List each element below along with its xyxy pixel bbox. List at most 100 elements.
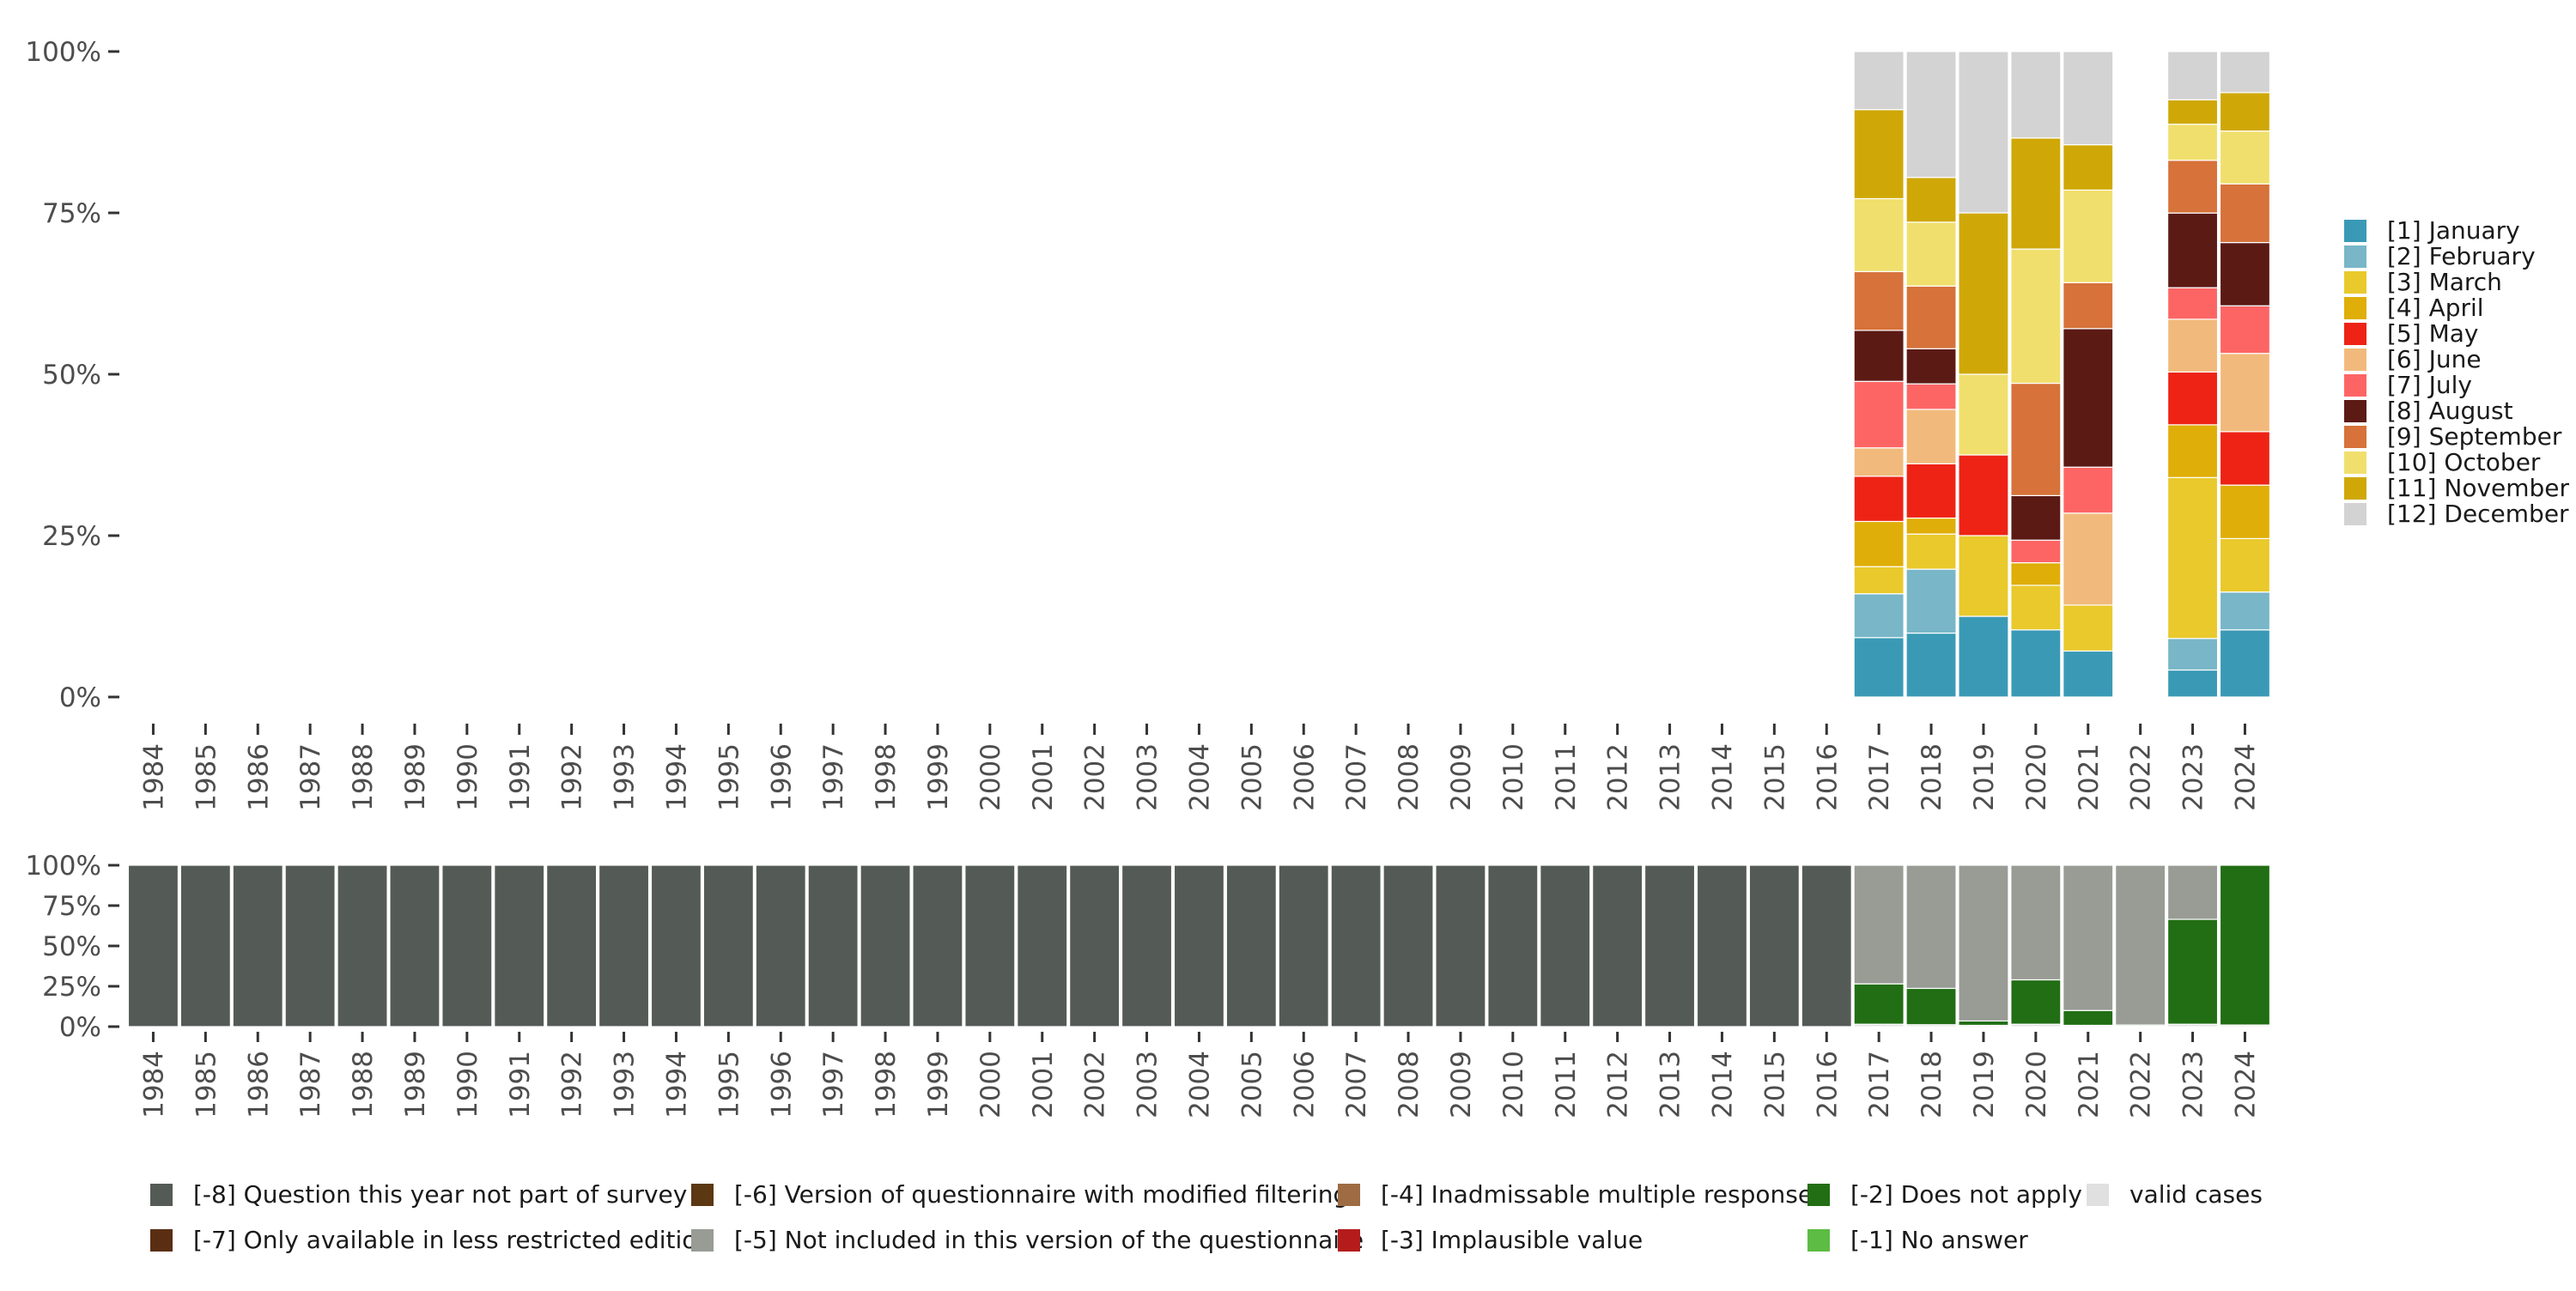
- bar-segment: [964, 864, 1016, 1027]
- bar-segment: [284, 864, 336, 1027]
- bar-segment: [2063, 51, 2114, 146]
- x-tick-label: 1984: [138, 743, 169, 811]
- x-tick-label: 2015: [1759, 743, 1790, 811]
- legend-label: [5] May: [2387, 319, 2478, 348]
- x-tick-label: 2023: [2178, 743, 2209, 811]
- bar-segment: [1905, 348, 1957, 385]
- bar-segment: [389, 864, 440, 1027]
- x-tick-label: 2014: [1707, 1051, 1738, 1118]
- y-tick-label: 25%: [42, 521, 101, 552]
- bar-segment: [2219, 864, 2271, 1026]
- bar-segment: [1853, 109, 1905, 200]
- bar-segment: [2219, 51, 2271, 94]
- bar-segment: [2063, 466, 2114, 514]
- missing-values-chart: 0% 25% 50% 75% 100% 1984 1985 1986 1987 1988 1989 1…: [25, 851, 2271, 1118]
- bar-segment: [1853, 983, 1905, 1025]
- legend-swatch: [1807, 1229, 1830, 1252]
- x-tick-label: 2000: [975, 743, 1006, 811]
- x-tick-label: 2004: [1184, 1051, 1215, 1118]
- bar-segment: [2219, 241, 2271, 306]
- bar-segment: [2166, 918, 2219, 1025]
- x-tick-label: 2018: [1917, 743, 1947, 811]
- legend-label: [-8] Question this year not part of surv…: [193, 1180, 687, 1209]
- legend-swatch: [2344, 323, 2366, 345]
- bar-segment: [2166, 638, 2219, 671]
- legend-label: [6] June: [2387, 345, 2482, 373]
- bar-segment: [2166, 124, 2219, 161]
- bar-segment: [2010, 248, 2062, 385]
- x-tick-label: 2002: [1080, 1051, 1111, 1118]
- bar-segment: [1958, 373, 2009, 456]
- bar-segment: [1958, 864, 2009, 1022]
- bar-segment: [1853, 593, 1905, 639]
- bar-segment: [1958, 51, 2009, 214]
- bar-segment: [2063, 189, 2114, 283]
- x-tick-label: 1987: [295, 1051, 326, 1118]
- legend-swatch: [2087, 1184, 2109, 1206]
- legend-label: [-5] Not included in this version of the…: [734, 1226, 1364, 1254]
- bar-segment: [755, 864, 806, 1027]
- legend-swatch: [2344, 245, 2366, 268]
- legend-label: [9] September: [2387, 422, 2562, 451]
- bar-segment: [1853, 270, 1905, 331]
- x-tick-label: 2004: [1184, 743, 1215, 811]
- bar-segment: [1905, 632, 1957, 698]
- x-tick-label: 1984: [138, 1051, 169, 1118]
- bar-segment: [1801, 864, 1852, 1027]
- legend-label: [2] February: [2387, 242, 2536, 270]
- y-tick-label: 0%: [59, 1012, 101, 1043]
- legend-swatch: [2344, 503, 2366, 525]
- bar-segment: [1905, 987, 1957, 1026]
- bar-segment: [2219, 130, 2271, 185]
- bar-segment: [2166, 51, 2219, 100]
- bar-segment: [2166, 669, 2219, 698]
- bar-segment: [2219, 92, 2271, 132]
- x-tick-label: 2009: [1446, 743, 1477, 811]
- legend-swatch: [2344, 349, 2366, 371]
- x-tick-label: 2019: [1969, 1051, 2000, 1118]
- y-tick-label: 75%: [42, 891, 101, 922]
- missing-values-legend: [-8] Question this year not part of surv…: [150, 1180, 2263, 1254]
- bar-segment: [2010, 382, 2062, 496]
- bar-segment: [1225, 864, 1277, 1027]
- bar-segment: [2063, 604, 2114, 652]
- x-tick-label: 1998: [871, 743, 902, 811]
- bar-segment: [494, 864, 545, 1027]
- x-tick-label: 2011: [1551, 1051, 1582, 1118]
- bar-segment: [1853, 330, 1905, 382]
- bar-segment: [2166, 212, 2219, 288]
- legend-swatch: [2344, 400, 2366, 422]
- legend-label: [8] August: [2387, 397, 2513, 425]
- x-tick-label: 2010: [1498, 743, 1529, 811]
- bar-segment: [1121, 864, 1173, 1027]
- legend-swatch: [2344, 271, 2366, 294]
- legend-swatch: [1338, 1229, 1360, 1252]
- x-tick-label: 2014: [1707, 743, 1738, 811]
- x-tick-label: 1995: [714, 1051, 744, 1118]
- x-tick-label: 1988: [348, 1051, 379, 1118]
- legend-swatch: [2344, 297, 2366, 319]
- x-tick-label: 2009: [1446, 1051, 1477, 1118]
- bar-segment: [2010, 629, 2062, 698]
- bar-segment: [1958, 212, 2009, 375]
- bar-segment: [2063, 144, 2114, 191]
- bar-segment: [2010, 561, 2062, 586]
- bar-segment: [1748, 864, 1800, 1027]
- x-tick-label: 2007: [1341, 1051, 1372, 1118]
- x-tick-label: 1992: [557, 1051, 588, 1118]
- bar-segment: [546, 864, 598, 1027]
- bar-segment: [1853, 51, 1905, 111]
- legend-label: [3] March: [2387, 268, 2502, 296]
- bar-segment: [441, 864, 493, 1027]
- bar-segment: [1173, 864, 1225, 1027]
- x-tick-label: 1999: [923, 1051, 954, 1118]
- x-tick-label: 1985: [191, 1051, 222, 1118]
- x-tick-label: 2013: [1656, 1051, 1686, 1118]
- bar-segment: [2219, 183, 2271, 244]
- x-tick-label: 2008: [1394, 743, 1425, 811]
- bar-segment: [179, 864, 231, 1027]
- bar-segment: [1487, 864, 1539, 1027]
- x-tick-label: 1996: [766, 1051, 797, 1118]
- bar-segment: [2063, 512, 2114, 606]
- x-tick-label: 2019: [1969, 743, 2000, 811]
